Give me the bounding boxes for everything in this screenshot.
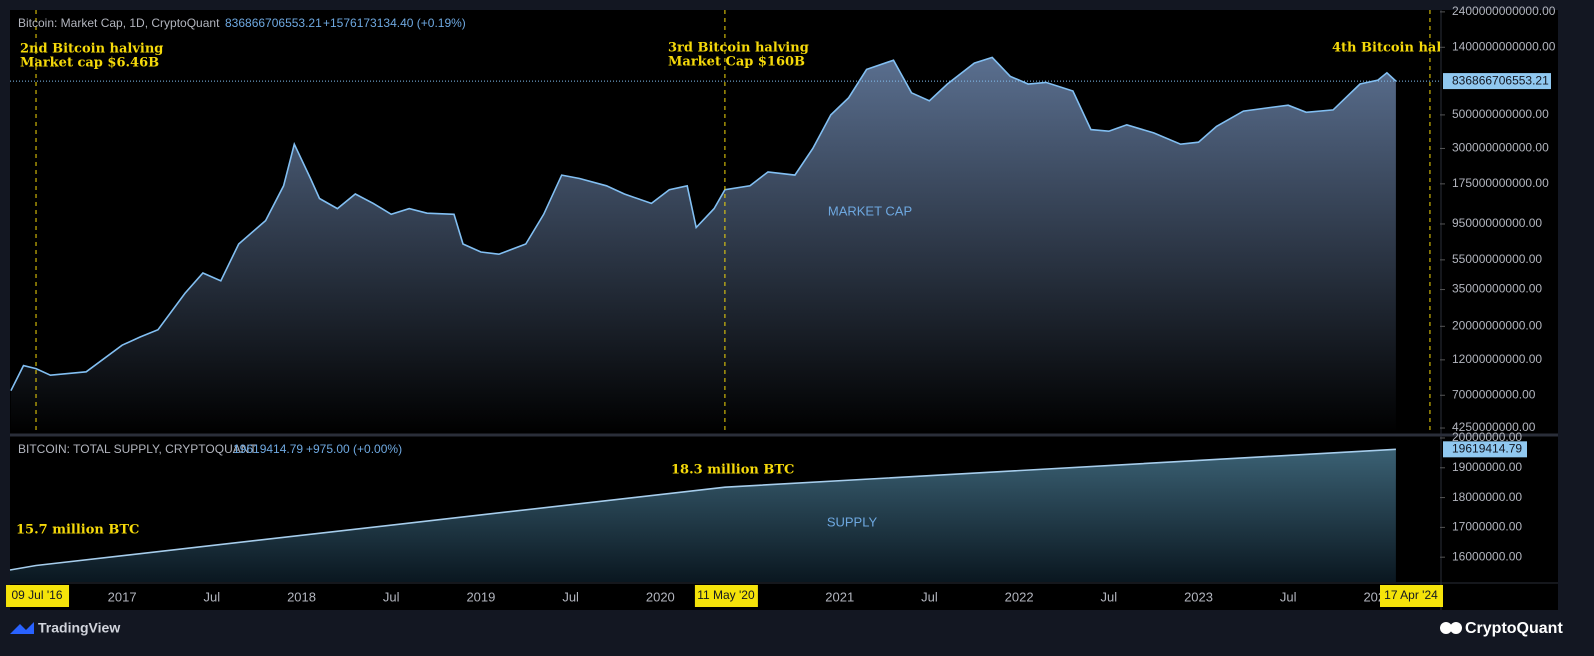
x-tick-label: Jul — [204, 589, 221, 604]
x-tick-label: 2020 — [646, 589, 675, 604]
annotation: 18.3 million BTC — [671, 463, 794, 478]
y-tick-label: 20000000.00 — [1452, 430, 1522, 444]
footer-brand: TradingView — [38, 620, 120, 636]
y-tick-label: 300000000000.00 — [1452, 141, 1549, 155]
annotation: Market cap $6.46B — [20, 56, 159, 71]
x-tick-label: Jul — [1280, 589, 1297, 604]
y-tick-label: 17000000.00 — [1452, 520, 1522, 534]
supply-pane: 20000000.00 19000000.00 18000000.00 1700000… — [9, 430, 1527, 582]
y-tick-label: 1400000000000.00 — [1452, 39, 1556, 53]
pane-title: Bitcoin: Market Cap, 1D, CryptoQuant — [18, 16, 220, 30]
y-tick-label: 7000000000.00 — [1452, 387, 1536, 401]
header-change: +1576173134.40 (+0.19%) — [323, 16, 466, 30]
x-tick-label: 2023 — [1184, 589, 1213, 604]
area — [10, 57, 1396, 434]
y-tick-label: 35000000000.00 — [1452, 282, 1542, 296]
annotation: 2nd Bitcoin halving — [20, 42, 163, 57]
annotation: 15.7 million BTC — [16, 523, 139, 538]
y-tick-label: 500000000000.00 — [1452, 107, 1549, 121]
x-tick-label: 2022 — [1005, 589, 1034, 604]
cryptoquant-logo — [1440, 622, 1462, 634]
y-tick-label: 20000000000.00 — [1452, 318, 1542, 332]
last-value-box — [1443, 73, 1551, 90]
halving-date-box — [6, 585, 70, 607]
x-tick-label: Jul — [562, 589, 579, 604]
annotation: Market Cap $160B — [668, 55, 805, 70]
last-value-box — [1443, 441, 1527, 458]
area — [10, 449, 1396, 582]
market-cap-pane: 2400000000000.00 1400000000000.00 50000000… — [10, 4, 1556, 434]
series-label: SUPPLY — [827, 514, 878, 529]
tradingview-logo — [10, 622, 34, 634]
time-axis: 2017 Jul 2018 Jul 2019 Jul 2020 2021 Jul 2022 Jul 2… — [6, 10, 1443, 607]
footer-brand: CryptoQuant — [1465, 620, 1563, 637]
x-tick-label: 2017 — [108, 589, 137, 604]
halving-date-label: 17 Apr '24 — [1384, 588, 1438, 602]
y-tick-label: 55000000000.00 — [1452, 252, 1542, 266]
y-tick-label: 18000000.00 — [1452, 490, 1522, 504]
annotation: 4th Bitcoin halving — [1332, 41, 1472, 56]
halving-date-label: 11 May '20 — [697, 588, 755, 602]
y-tick-label: 16000000.00 — [1452, 549, 1522, 563]
header-value: 836866706553.21 — [225, 16, 322, 30]
y-tick-label: 2400000000000.00 — [1452, 4, 1556, 18]
y-tick-label: 12000000000.00 — [1452, 352, 1542, 366]
x-tick-label: 2021 — [825, 589, 854, 604]
header-change: +975.00 (+0.00%) — [306, 442, 402, 456]
y-tick-label: 175000000000.00 — [1452, 176, 1549, 190]
last-value-label: 19619414.79 — [1452, 441, 1522, 455]
line — [10, 56, 1397, 392]
y-tick-label: 4250000000.00 — [1452, 420, 1536, 434]
annotation: 3rd Bitcoin halving — [668, 41, 809, 56]
x-tick-label: Jul — [921, 589, 938, 604]
pane-title: BITCOIN: TOTAL SUPPLY, CRYPTOQUANT — [18, 442, 257, 456]
line — [9, 448, 1396, 571]
halving-date-box — [694, 585, 758, 607]
x-tick-label: Jul — [1101, 589, 1118, 604]
y-tick-label: 95000000000.00 — [1452, 216, 1542, 230]
x-tick-label: 2019 — [466, 589, 495, 604]
halving-date-box — [1380, 585, 1443, 607]
last-value-label: 836866706553.21 — [1452, 73, 1549, 87]
x-tick-label: 2018 — [287, 589, 316, 604]
x-tick-label: Jul — [383, 589, 400, 604]
series-label: MARKET CAP — [828, 203, 912, 218]
halving-date-label: 09 Jul '16 — [12, 588, 63, 602]
header-value: 19619414.79 — [233, 442, 303, 456]
y-tick-label: 19000000.00 — [1452, 460, 1522, 474]
